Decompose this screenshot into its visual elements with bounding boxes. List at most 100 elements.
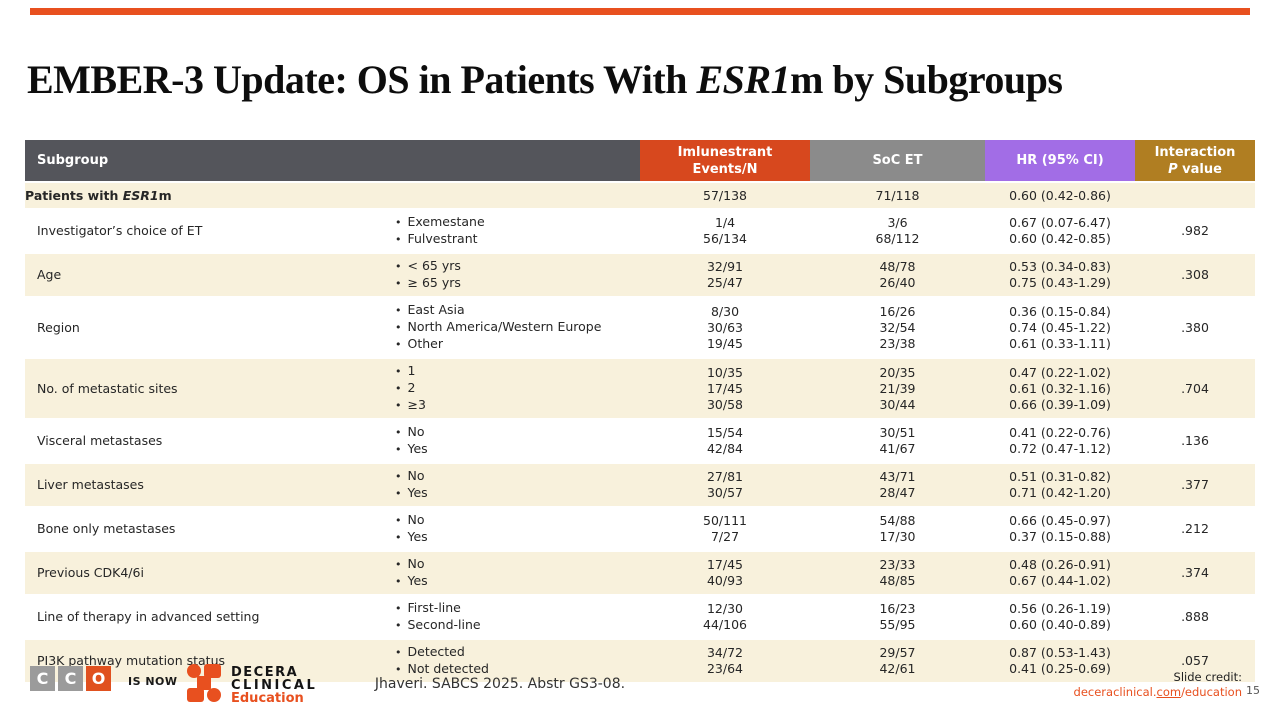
table-row: Liver metastases • No • Yes 27/81 30/57 43/71 28… (25, 464, 1255, 506)
cco-logo: C C O (30, 666, 111, 691)
page-title: EMBER-3 Update: OS in Patients With ESR1… (27, 57, 1063, 102)
subgroup-label: Previous CDK4/6i (37, 565, 144, 580)
bullet-icon: • (395, 260, 402, 273)
bullet-icon: • (395, 487, 402, 500)
bullet-icon: • (395, 531, 402, 544)
subgroup-label: Liver metastases (37, 477, 144, 492)
bullet-icon: • (395, 619, 402, 632)
interaction-p-value: .982 (1181, 223, 1209, 238)
hazard-ratio: 0.66 (0.45-0.97) 0.37 (0.15-0.88) (1009, 513, 1111, 544)
bullet-icon: • (395, 602, 402, 615)
imlunestrant-events: 8/30 30/63 19/45 (706, 303, 744, 351)
cco-logo-letter: C (58, 666, 83, 691)
is-now-label: IS NOW (128, 675, 178, 688)
hazard-ratio: 0.87 (0.53-1.43) 0.41 (0.25-0.69) (1009, 645, 1111, 676)
decera-pinwheel-icon (185, 662, 223, 708)
subgroup-label: Visceral metastases (37, 433, 163, 448)
imlunestrant-events: 57/138 (703, 187, 747, 203)
soc-et-events: 43/71 28/47 (879, 469, 916, 500)
subgroup-label: Investigator’s choice of ET (37, 223, 203, 238)
column-header-hr: HR (95% CI) (985, 140, 1135, 181)
subgroup-categories: • Detected • Not detected (395, 644, 489, 676)
soc-et-events: 16/26 32/54 23/38 (879, 303, 916, 351)
table-row: PI3K pathway mutation status • Detected • No… (25, 640, 1255, 682)
decera-name: DECERA (231, 664, 299, 680)
subgroup-label: Age (37, 267, 62, 282)
table-row: Patients with ESR1m 57/138 71/118 0.60 (0.4… (25, 183, 1255, 208)
soc-et-events: 54/88 17/30 (879, 513, 916, 544)
footer: C C O IS NOW DECERA CLINICAL Education J… (0, 660, 1280, 720)
bullet-icon: • (395, 514, 402, 527)
subgroup-categories (395, 183, 640, 208)
subgroup-label: Bone only metastases (37, 521, 176, 536)
imlunestrant-events: 15/54 42/84 (706, 425, 744, 456)
bullet-icon: • (395, 575, 402, 588)
subgroup-label: PI3K pathway mutation status (37, 653, 226, 668)
subgroup-categories: • East Asia • North America/Western Europe •… (395, 302, 602, 351)
soc-et-events: 23/33 48/85 (879, 557, 916, 588)
bullet-icon: • (395, 426, 402, 439)
subgroup-categories: • < 65 yrs • ≥ 65 yrs (395, 258, 461, 290)
subgroup-table: Subgroup Imlunestrant Events/N SoC ET HR … (25, 140, 1255, 682)
table-row: Age • < 65 yrs • ≥ 65 yrs 32/91 25/47 48/78 26/4… (25, 254, 1255, 296)
interaction-p-value: .212 (1181, 521, 1209, 536)
bullet-icon: • (395, 382, 402, 395)
table-row: Line of therapy in advanced setting • Firs… (25, 596, 1255, 638)
soc-et-events: 48/78 26/40 (879, 259, 916, 290)
subgroup-label: No. of metastatic sites (37, 380, 178, 396)
interaction-p-value (1135, 183, 1255, 208)
subgroup-label: Line of therapy in advanced setting (37, 609, 260, 624)
table-row: No. of metastatic sites • 1 • 2 • ≥3 10/35 17/45… (25, 359, 1255, 418)
interaction-p-value: .888 (1181, 609, 1209, 624)
imlunestrant-events: 34/72 23/64 (706, 645, 744, 676)
bullet-icon: • (395, 558, 402, 571)
top-accent-bar (30, 8, 1250, 15)
citation: Jhaveri. SABCS 2025. Abstr GS3-08. (374, 676, 626, 692)
subgroup-label: Region (37, 319, 80, 335)
soc-et-events: 20/35 21/39 30/44 (879, 364, 916, 412)
subgroup-categories: • No • Yes (395, 424, 428, 456)
column-header-soc-et: SoC ET (810, 140, 985, 181)
imlunestrant-events: 12/30 44/106 (703, 601, 747, 632)
table-row: Previous CDK4/6i • No • Yes 17/45 40/93 23/33 48… (25, 552, 1255, 594)
bullet-icon: • (395, 470, 402, 483)
hazard-ratio: 0.53 (0.34-0.83) 0.75 (0.43-1.29) (1009, 259, 1111, 290)
subgroup-categories: • 1 • 2 • ≥3 (395, 363, 426, 412)
bullet-icon: • (395, 277, 402, 290)
imlunestrant-events: 32/91 25/47 (706, 259, 744, 290)
table-body: Patients with ESR1m 57/138 71/118 0.60 (0.4… (25, 183, 1255, 682)
hazard-ratio: 0.41 (0.22-0.76) 0.72 (0.47-1.12) (1009, 425, 1111, 456)
subgroup-categories: • No • Yes (395, 468, 428, 500)
bullet-icon: • (395, 365, 402, 378)
column-header-imlunestrant: Imlunestrant Events/N (640, 140, 810, 181)
bullet-icon: • (395, 304, 402, 317)
soc-et-events: 29/57 42/61 (879, 645, 916, 676)
imlunestrant-events: 17/45 40/93 (706, 557, 744, 588)
imlunestrant-events: 27/81 30/57 (706, 469, 744, 500)
hazard-ratio: 0.36 (0.15-0.84) 0.74 (0.45-1.22) 0.61 (0.… (1009, 303, 1111, 351)
interaction-p-value: .136 (1181, 433, 1209, 448)
slide-credit: Slide credit: deceraclinical.com/educati… (1074, 670, 1242, 700)
decera-education: Education (231, 690, 304, 706)
hazard-ratio: 0.47 (0.22-1.02) 0.61 (0.32-1.16) 0.66 (0.… (1009, 364, 1111, 412)
bullet-icon: • (395, 216, 402, 229)
interaction-p-value: .374 (1181, 565, 1209, 580)
bullet-icon: • (395, 233, 402, 246)
soc-et-events: 16/23 55/95 (879, 601, 916, 632)
bullet-icon: • (395, 399, 402, 412)
table-row: Region • East Asia • North America/Western E… (25, 298, 1255, 357)
subgroup-categories: • No • Yes (395, 512, 428, 544)
table-row: Bone only metastases • No • Yes 50/111 7/27 54/… (25, 508, 1255, 550)
slide-credit-label: Slide credit: (1173, 670, 1242, 684)
subgroup-categories: • No • Yes (395, 556, 428, 588)
soc-et-events: 3/6 68/112 (875, 215, 920, 246)
imlunestrant-events: 10/35 17/45 30/58 (706, 364, 744, 412)
slide-credit-link[interactable]: deceraclinical.com/education (1073, 685, 1242, 699)
hazard-ratio: 0.48 (0.26-0.91) 0.67 (0.44-1.02) (1009, 557, 1111, 588)
bullet-icon: • (395, 321, 402, 334)
decera-logo: DECERA CLINICAL Education (185, 662, 317, 708)
imlunestrant-events: 50/111 7/27 (703, 513, 747, 544)
interaction-p-value: .308 (1181, 267, 1209, 282)
bullet-icon: • (395, 663, 402, 676)
imlunestrant-events: 1/4 56/134 (703, 215, 747, 246)
